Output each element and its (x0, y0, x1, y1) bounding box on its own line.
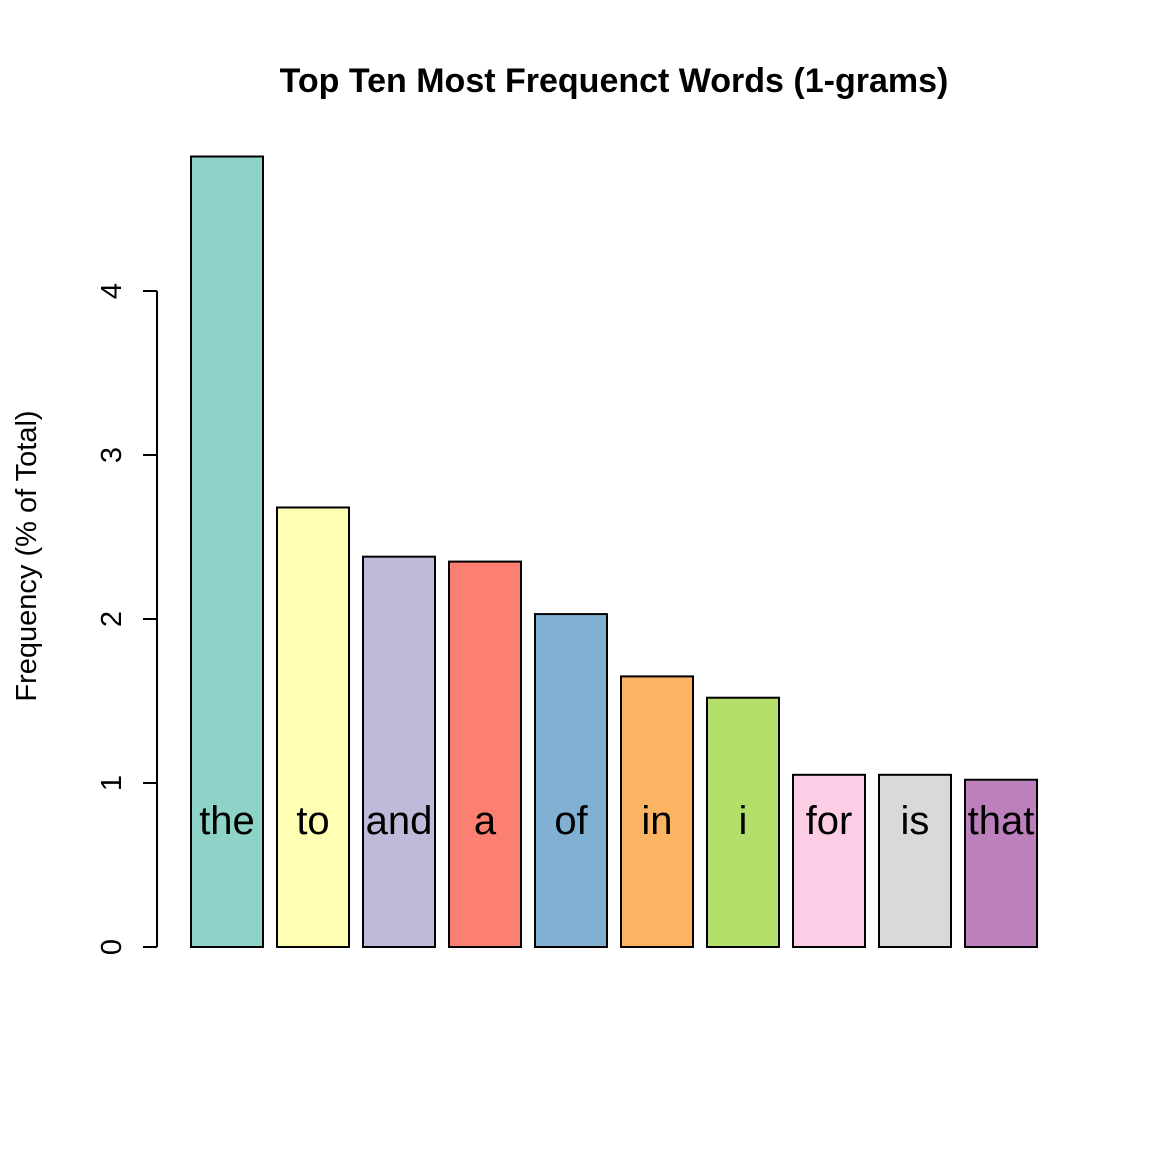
bar-and (362, 555, 436, 948)
bar-of (534, 613, 608, 949)
bar-label-that: that (968, 799, 1035, 843)
bar-label-to: to (296, 799, 329, 843)
y-tick-label: 1 (96, 775, 128, 791)
bar-label-the: the (199, 799, 255, 843)
bar-label-is: is (901, 799, 930, 843)
y-axis: 0 1 2 3 4 (96, 283, 158, 955)
bar-label-and: and (366, 799, 433, 843)
bar-the (190, 155, 264, 948)
bars (190, 155, 1038, 949)
bar-label-of: of (554, 799, 588, 843)
y-tick-label: 0 (96, 939, 128, 955)
bar-label-in: in (641, 799, 672, 843)
y-tick-label: 4 (96, 283, 128, 299)
y-axis-label: Frequency (% of Total) (11, 410, 43, 701)
bar-labels: the to and a of in i for is that (199, 799, 1034, 843)
bar-that (964, 778, 1038, 948)
bar-label-i: i (739, 799, 748, 843)
bar-label-for: for (806, 799, 853, 843)
bar-in (620, 675, 694, 949)
chart-title: Top Ten Most Frequenct Words (1-grams) (280, 62, 949, 100)
y-tick-label: 3 (96, 447, 128, 463)
bar-is (878, 773, 952, 948)
y-tick-label: 2 (96, 611, 128, 627)
bar-label-a: a (474, 799, 497, 843)
bar-for (792, 773, 866, 948)
bar-to (276, 506, 350, 948)
bar-i (706, 696, 780, 948)
bar-a (448, 560, 522, 948)
